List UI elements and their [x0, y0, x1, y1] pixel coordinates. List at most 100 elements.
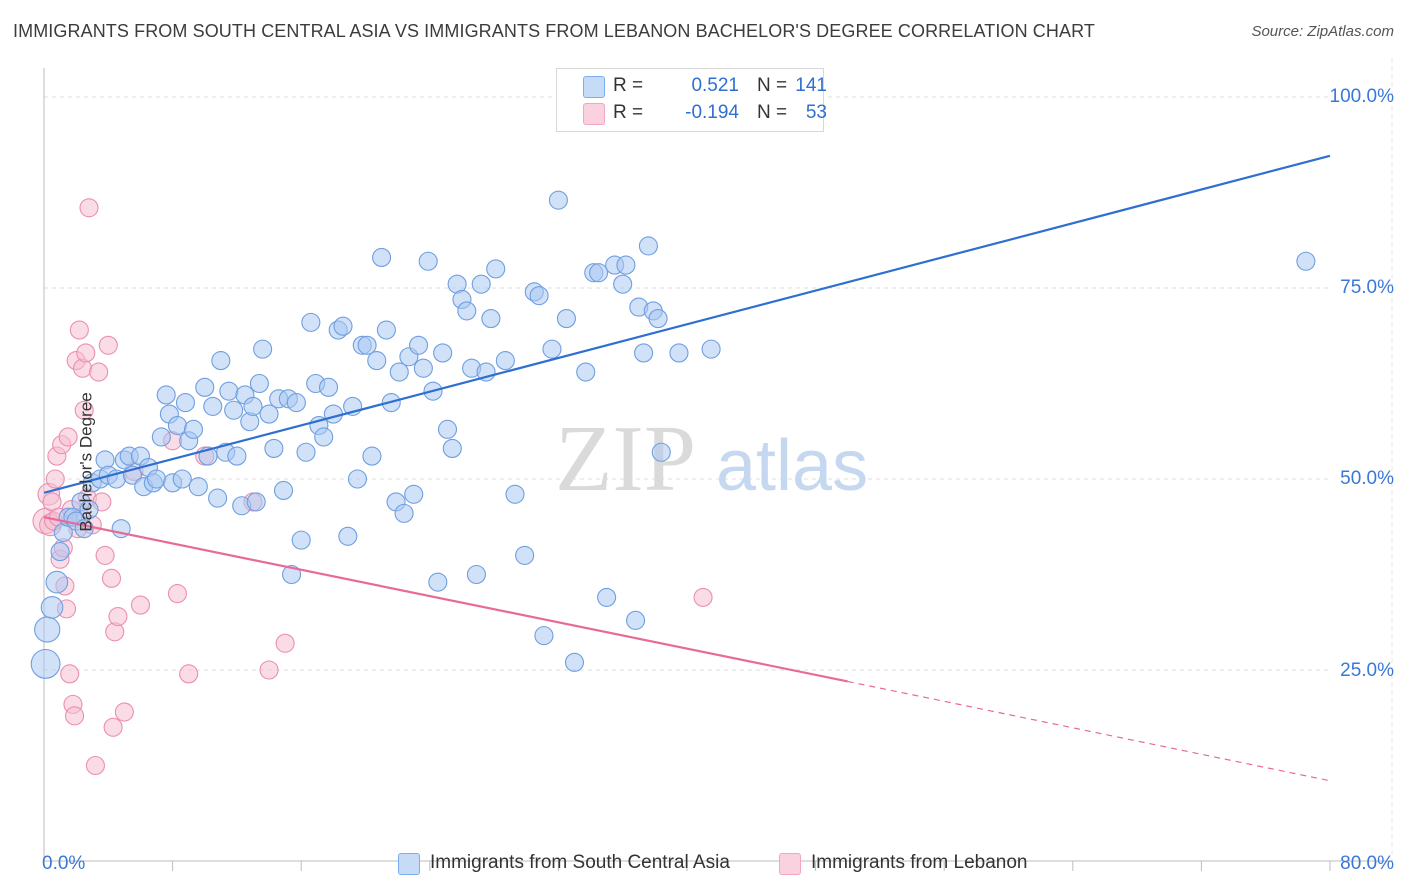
r-value: 0.521	[691, 75, 739, 96]
south-central-asia-point	[323, 404, 343, 424]
south-central-asia-point	[404, 484, 424, 504]
south-central-asia-point	[534, 626, 554, 646]
south-central-asia-point	[505, 484, 525, 504]
south-central-asia-point	[576, 362, 596, 382]
lebanon-point	[45, 469, 65, 489]
trend-lines	[43, 154, 1331, 782]
lebanon-point	[179, 664, 199, 684]
south-central-asia-point	[481, 309, 501, 329]
n-label: N =	[757, 75, 788, 96]
chart-title: IMMIGRANTS FROM SOUTH CENTRAL ASIA VS IM…	[13, 21, 1095, 41]
south-central-asia-point	[613, 274, 633, 294]
watermark-atlas: atlas	[716, 426, 868, 506]
lebanon-point	[275, 633, 295, 653]
series-label: Immigrants from South Central Asia	[430, 852, 730, 873]
south-central-asia-point	[282, 564, 302, 585]
lebanon-point	[693, 587, 713, 607]
lebanon-point	[114, 702, 134, 722]
pink-swatch	[583, 103, 605, 125]
south-central-asia-point	[616, 255, 636, 275]
south-central-asia-point	[701, 339, 721, 359]
lebanon-point	[89, 362, 109, 382]
south-central-asia-point	[296, 442, 316, 462]
lebanon-point	[60, 664, 80, 684]
south-central-asia-point	[413, 358, 433, 378]
south-central-asia-point	[394, 503, 414, 523]
y-tick-75: 75.0%	[1340, 277, 1394, 298]
n-label: N =	[757, 102, 788, 123]
south-central-asia-point	[156, 385, 176, 405]
south-central-asia-trend-line	[43, 154, 1331, 494]
y-tick-25: 25.0%	[1340, 660, 1394, 681]
south-central-asia-point	[208, 488, 228, 508]
south-central-asia-point	[318, 377, 339, 397]
south-central-asia-point	[172, 469, 192, 489]
south-central-asia-point	[146, 469, 167, 489]
south-central-asia-points	[30, 190, 1316, 679]
south-central-asia-point	[286, 393, 306, 413]
south-central-asia-point	[648, 309, 668, 329]
south-central-asia-point	[246, 492, 266, 512]
south-central-asia-point	[183, 419, 204, 439]
south-central-asia-point	[669, 343, 689, 363]
south-central-asia-point	[188, 477, 208, 497]
south-central-asia-point	[227, 446, 247, 466]
south-central-asia-point	[408, 335, 429, 355]
south-central-asia-point	[301, 312, 321, 332]
y-axis-label: Bachelor's Degree	[76, 392, 96, 532]
south-central-asia-point	[30, 648, 61, 679]
south-central-asia-point	[347, 469, 368, 489]
south-central-asia-point	[515, 545, 535, 565]
south-central-asia-point	[442, 438, 462, 458]
south-central-asia-point	[389, 362, 409, 382]
south-central-asia-point	[273, 480, 294, 501]
correlation-legend: R = 0.521 N = 141 R = -0.194 N = 53	[556, 68, 827, 132]
axes	[43, 68, 1392, 871]
south-central-asia-point	[357, 335, 377, 355]
r-value: -0.194	[685, 102, 739, 123]
lebanon-point	[98, 335, 118, 355]
south-central-asia-point	[259, 404, 279, 424]
lebanon-point	[58, 427, 78, 447]
south-central-asia-point	[542, 339, 562, 359]
south-central-asia-point	[556, 309, 576, 329]
south-central-asia-point	[203, 396, 223, 416]
south-central-asia-point	[253, 339, 273, 359]
n-value: 141	[795, 75, 827, 96]
watermark: ZIP atlas	[555, 407, 868, 511]
lebanon-trend-extension	[847, 680, 1331, 782]
south-central-asia-point	[314, 427, 334, 447]
r-label: R =	[613, 102, 644, 123]
y-tick-100: 100.0%	[1329, 86, 1394, 107]
x-max-label: 80.0%	[1340, 853, 1394, 874]
r-label: R =	[613, 75, 644, 96]
south-central-asia-point	[34, 616, 61, 643]
south-central-asia-point	[372, 247, 392, 267]
south-central-asia-point	[264, 438, 284, 458]
south-central-asia-point	[376, 320, 396, 340]
south-central-asia-point	[651, 442, 671, 462]
south-central-asia-point	[195, 377, 215, 397]
south-central-asia-point	[626, 610, 646, 630]
south-central-asia-point	[597, 587, 617, 607]
lebanon-point	[259, 660, 279, 680]
south-central-asia-point	[1296, 251, 1316, 271]
south-central-asia-point	[589, 263, 609, 283]
south-central-asia-point	[175, 393, 196, 413]
lebanon-point	[130, 595, 150, 615]
lebanon-point	[167, 584, 187, 604]
source-credit: Source: ZipAtlas.com	[1251, 23, 1394, 40]
series-label: Immigrants from Lebanon	[811, 852, 1028, 873]
south-central-asia-point	[486, 259, 506, 279]
lebanon-point	[85, 755, 105, 776]
south-central-asia-point	[167, 415, 187, 436]
south-central-asia-point	[529, 286, 549, 306]
n-value: 53	[805, 102, 827, 123]
lebanon-point	[69, 320, 89, 340]
south-central-asia-point	[243, 396, 263, 416]
south-central-asia-point	[224, 400, 244, 420]
lebanon-point	[64, 706, 85, 726]
watermark-zip: ZIP	[555, 407, 696, 511]
south-central-asia-point	[638, 236, 658, 256]
